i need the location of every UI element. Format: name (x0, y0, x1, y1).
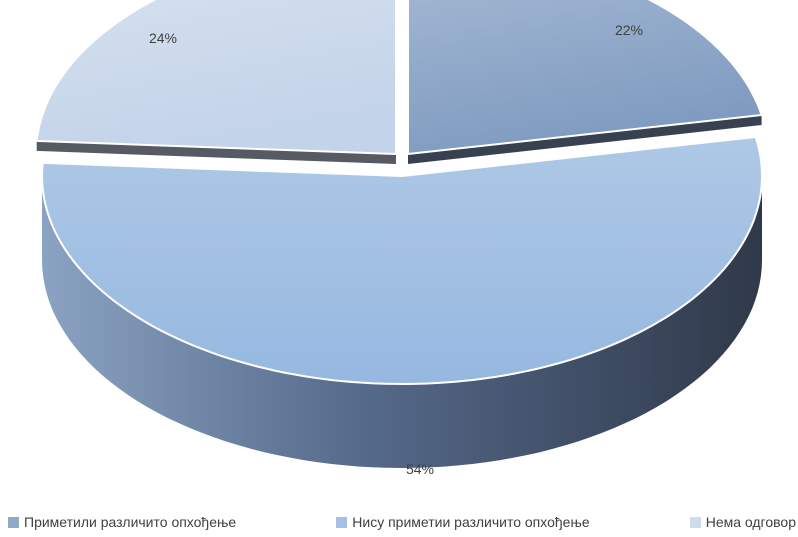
legend-item-not-noticed: Нису приметии различито опхођење (336, 514, 590, 530)
legend-item-noticed: Приметили различито опхођење (8, 514, 236, 530)
legend-swatch-not-noticed (336, 516, 348, 528)
data-label-no-answer: 24% (149, 30, 177, 46)
pie-chart: 22% 54% 24% (35, 0, 764, 477)
legend-item-no-answer: Нема одговор (689, 514, 796, 530)
legend-swatch-no-answer (689, 516, 701, 528)
data-label-noticed: 22% (615, 22, 643, 38)
legend-swatch-noticed (8, 516, 19, 528)
slice-side-not-noticed (42, 176, 762, 468)
pie-slice-noticed (407, 0, 763, 156)
pie-slice-no-answer (35, 0, 397, 156)
chart-legend: Приметили различито опхођење Нису примет… (0, 511, 798, 533)
legend-label-not-noticed: Нису приметии различито опхођење (352, 514, 590, 530)
slice-cut-face-noticed (408, 115, 762, 164)
legend-label-no-answer: Нема одговор (705, 514, 796, 530)
legend-label-noticed: Приметили различито опхођење (24, 514, 237, 530)
pie-slice-not-noticed (40, 135, 764, 386)
data-label-not-noticed: 54% (406, 461, 434, 477)
slice-cut-face-no-answer (36, 140, 396, 164)
